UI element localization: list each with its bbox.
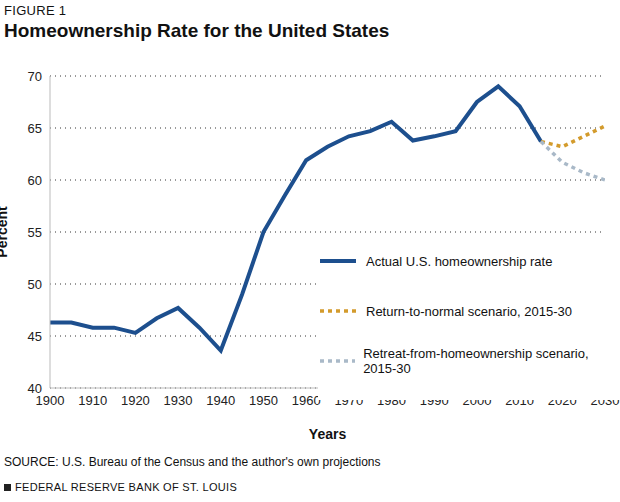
svg-text:2020: 2020 [547,393,577,409]
svg-text:65: 65 [28,121,42,136]
svg-text:2010: 2010 [505,393,535,409]
svg-text:1950: 1950 [249,393,278,408]
html-text:FEDERAL RESERVE BANK OF ST. LO: FEDERAL RESERVE BANK OF ST. LOUIS [15,481,237,493]
html-text:SOURCE: U.S. Bureau of the Cen: SOURCE: U.S. Bureau of the Census and th… [4,455,381,469]
svg-text:45: 45 [28,329,42,344]
svg-text:55: 55 [28,225,42,240]
svg-text:70: 70 [28,69,42,84]
svg-text:1910: 1910 [78,393,107,408]
svg-text:40: 40 [28,381,42,396]
html-text:FIGURE 1: FIGURE 1 [4,3,67,18]
svg-text:1960: 1960 [292,393,321,408]
svg-text:1920: 1920 [121,393,150,408]
svg-text:Percent: Percent [8,206,10,258]
svg-text:1930: 1930 [164,393,193,408]
svg-text:1980: 1980 [377,393,406,409]
html-text:Return-to-normal scenario, 201: Return-to-normal scenario, 2015-30 [366,303,572,319]
svg-text:1900: 1900 [35,393,65,409]
svg-text:50: 50 [28,277,42,292]
svg-text:Years: Years [309,426,347,442]
html-text:Retreat-from-homeownership sce: Retreat-from-homeownership scenario, 201… [363,346,589,376]
svg-text:60: 60 [28,173,42,188]
svg-text:1940: 1940 [206,393,235,408]
html-text:Homeownership Rate for the Uni: Homeownership Rate for the United States [4,20,390,41]
svg-text:1970: 1970 [334,393,364,409]
html-text:Actual U.S. homeownership rate: Actual U.S. homeownership rate [366,253,553,269]
svg-text:2000: 2000 [462,393,492,409]
svg-text:1990: 1990 [419,393,449,409]
